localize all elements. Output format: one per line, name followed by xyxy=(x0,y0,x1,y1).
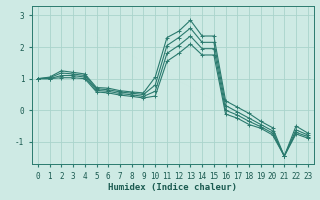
X-axis label: Humidex (Indice chaleur): Humidex (Indice chaleur) xyxy=(108,183,237,192)
